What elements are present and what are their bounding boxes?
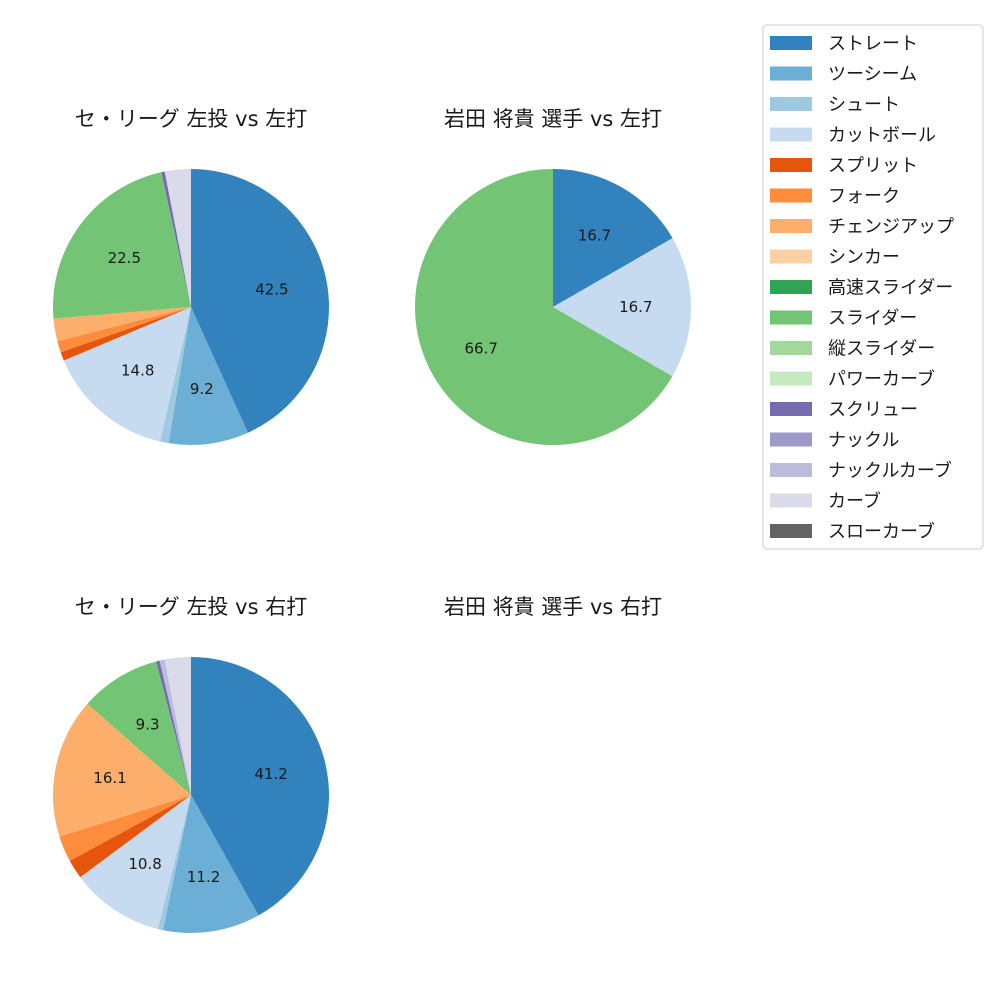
legend-label: カットボール <box>828 125 936 146</box>
legend-label: チェンジアップ <box>828 217 954 238</box>
legend-label: フォーク <box>828 186 900 207</box>
pie-slice <box>63 307 191 442</box>
legend-swatch <box>770 371 812 386</box>
pie-slice <box>52 703 191 837</box>
legend-swatch <box>770 463 812 477</box>
legend-swatch <box>770 219 812 233</box>
legend-label: 高速スライダー <box>828 278 953 299</box>
legend-item: ナックル <box>770 430 899 451</box>
legend-label: シュート <box>828 95 900 116</box>
pie-slice <box>87 661 191 795</box>
pie-slice <box>159 307 191 444</box>
legend-item: スローカーブ <box>770 521 935 543</box>
pie-chart-3: セ・リーグ 左投 vs 右打 41.2 11.2 10.8 16.1 9.3 <box>52 595 329 933</box>
legend-item: 高速スライダー <box>770 278 953 299</box>
pie-slice <box>164 169 191 307</box>
pie-slice <box>157 795 191 931</box>
pie-slice <box>164 657 191 795</box>
legend-item: 縦スライダー <box>770 339 935 360</box>
legend-swatch <box>770 280 812 294</box>
legend-item: スプリット <box>770 156 918 177</box>
legend-frame <box>762 24 984 550</box>
pie-slice <box>57 307 191 353</box>
legend-item: カットボール <box>770 125 936 146</box>
legend-label: ストレート <box>828 34 918 55</box>
pie-slice <box>161 171 191 307</box>
slice-label: 42.5 <box>255 281 288 299</box>
legend-swatch <box>770 432 812 447</box>
pie-slice <box>553 169 673 307</box>
legend-label: ナックルカーブ <box>828 460 952 482</box>
legend-item: ツーシーム <box>770 64 917 85</box>
legend-item: ナックルカーブ <box>770 460 952 482</box>
legend-item: チェンジアップ <box>770 217 954 238</box>
pie-slice <box>415 169 673 446</box>
pie-slice <box>168 307 248 445</box>
pie-slice <box>191 169 330 433</box>
legend-label: スプリット <box>828 156 918 177</box>
pie-slice <box>191 657 329 916</box>
legend-swatch <box>770 127 812 142</box>
slice-label: 16.7 <box>619 298 652 316</box>
pie-slice <box>80 795 191 929</box>
slice-label: 16.7 <box>578 226 611 244</box>
legend-swatch <box>770 402 812 416</box>
pie-slice <box>69 795 191 878</box>
pie-chart-1: セ・リーグ 左投 vs 左打 42.5 9.2 14.8 22.5 <box>52 107 330 445</box>
pie-slice <box>60 307 192 361</box>
legend-item: シンカー <box>770 247 900 268</box>
legend-label: ツーシーム <box>828 64 917 85</box>
chart-title: セ・リーグ 左投 vs 左打 <box>75 107 307 131</box>
pie-slice <box>156 660 191 795</box>
legend-label: カーブ <box>828 490 881 512</box>
pie-slice <box>159 659 191 795</box>
legend-item: スクリュー <box>770 400 918 421</box>
chart-title: 岩田 将貴 選手 vs 右打 <box>444 595 662 619</box>
pie-chart-4: 岩田 将貴 選手 vs 右打 <box>444 595 662 619</box>
legend-swatch <box>770 249 812 264</box>
legend-swatch <box>770 310 812 325</box>
legend: ストレートツーシームシュートカットボールスプリットフォークチェンジアップシンカー… <box>762 24 984 550</box>
legend-item: ストレート <box>770 34 918 55</box>
legend-swatch <box>770 158 812 172</box>
legend-swatch <box>770 341 812 355</box>
pie-slice <box>52 172 192 319</box>
slice-label: 14.8 <box>121 361 154 379</box>
legend-label: スライダー <box>828 308 917 329</box>
legend-item: シュート <box>770 95 900 116</box>
slice-label: 9.2 <box>190 380 214 398</box>
slice-label: 9.3 <box>136 716 160 734</box>
legend-swatch <box>770 188 812 203</box>
legend-swatch <box>770 66 812 81</box>
legend-swatch <box>770 97 812 111</box>
legend-label: スクリュー <box>828 400 918 421</box>
legend-swatch <box>770 493 812 508</box>
slice-label: 41.2 <box>254 765 287 783</box>
slice-label: 66.7 <box>464 339 497 357</box>
chart-title: 岩田 将貴 選手 vs 左打 <box>444 107 662 131</box>
pie-chart-2: 岩田 将貴 選手 vs 左打 16.7 16.7 66.7 <box>415 107 691 446</box>
legend-label: パワーカーブ <box>828 368 935 390</box>
chart-title: セ・リーグ 左投 vs 右打 <box>75 595 307 619</box>
pie-slice <box>163 795 259 933</box>
slice-label: 16.1 <box>93 769 126 787</box>
pie-slice <box>59 795 192 861</box>
legend-swatch <box>770 524 812 538</box>
legend-item: カーブ <box>770 490 881 512</box>
legend-item: スライダー <box>770 308 917 329</box>
legend-item: フォーク <box>770 186 900 207</box>
slice-label: 11.2 <box>187 868 220 886</box>
legend-label: 縦スライダー <box>828 339 935 360</box>
legend-item: パワーカーブ <box>770 368 935 390</box>
legend-label: スローカーブ <box>828 521 935 543</box>
slice-label: 10.8 <box>128 855 161 873</box>
pie-slice <box>53 307 191 342</box>
pie-slice <box>553 238 691 377</box>
legend-label: シンカー <box>828 247 900 268</box>
legend-swatch <box>770 36 812 50</box>
slice-label: 22.5 <box>108 249 141 267</box>
legend-label: ナックル <box>828 430 899 451</box>
